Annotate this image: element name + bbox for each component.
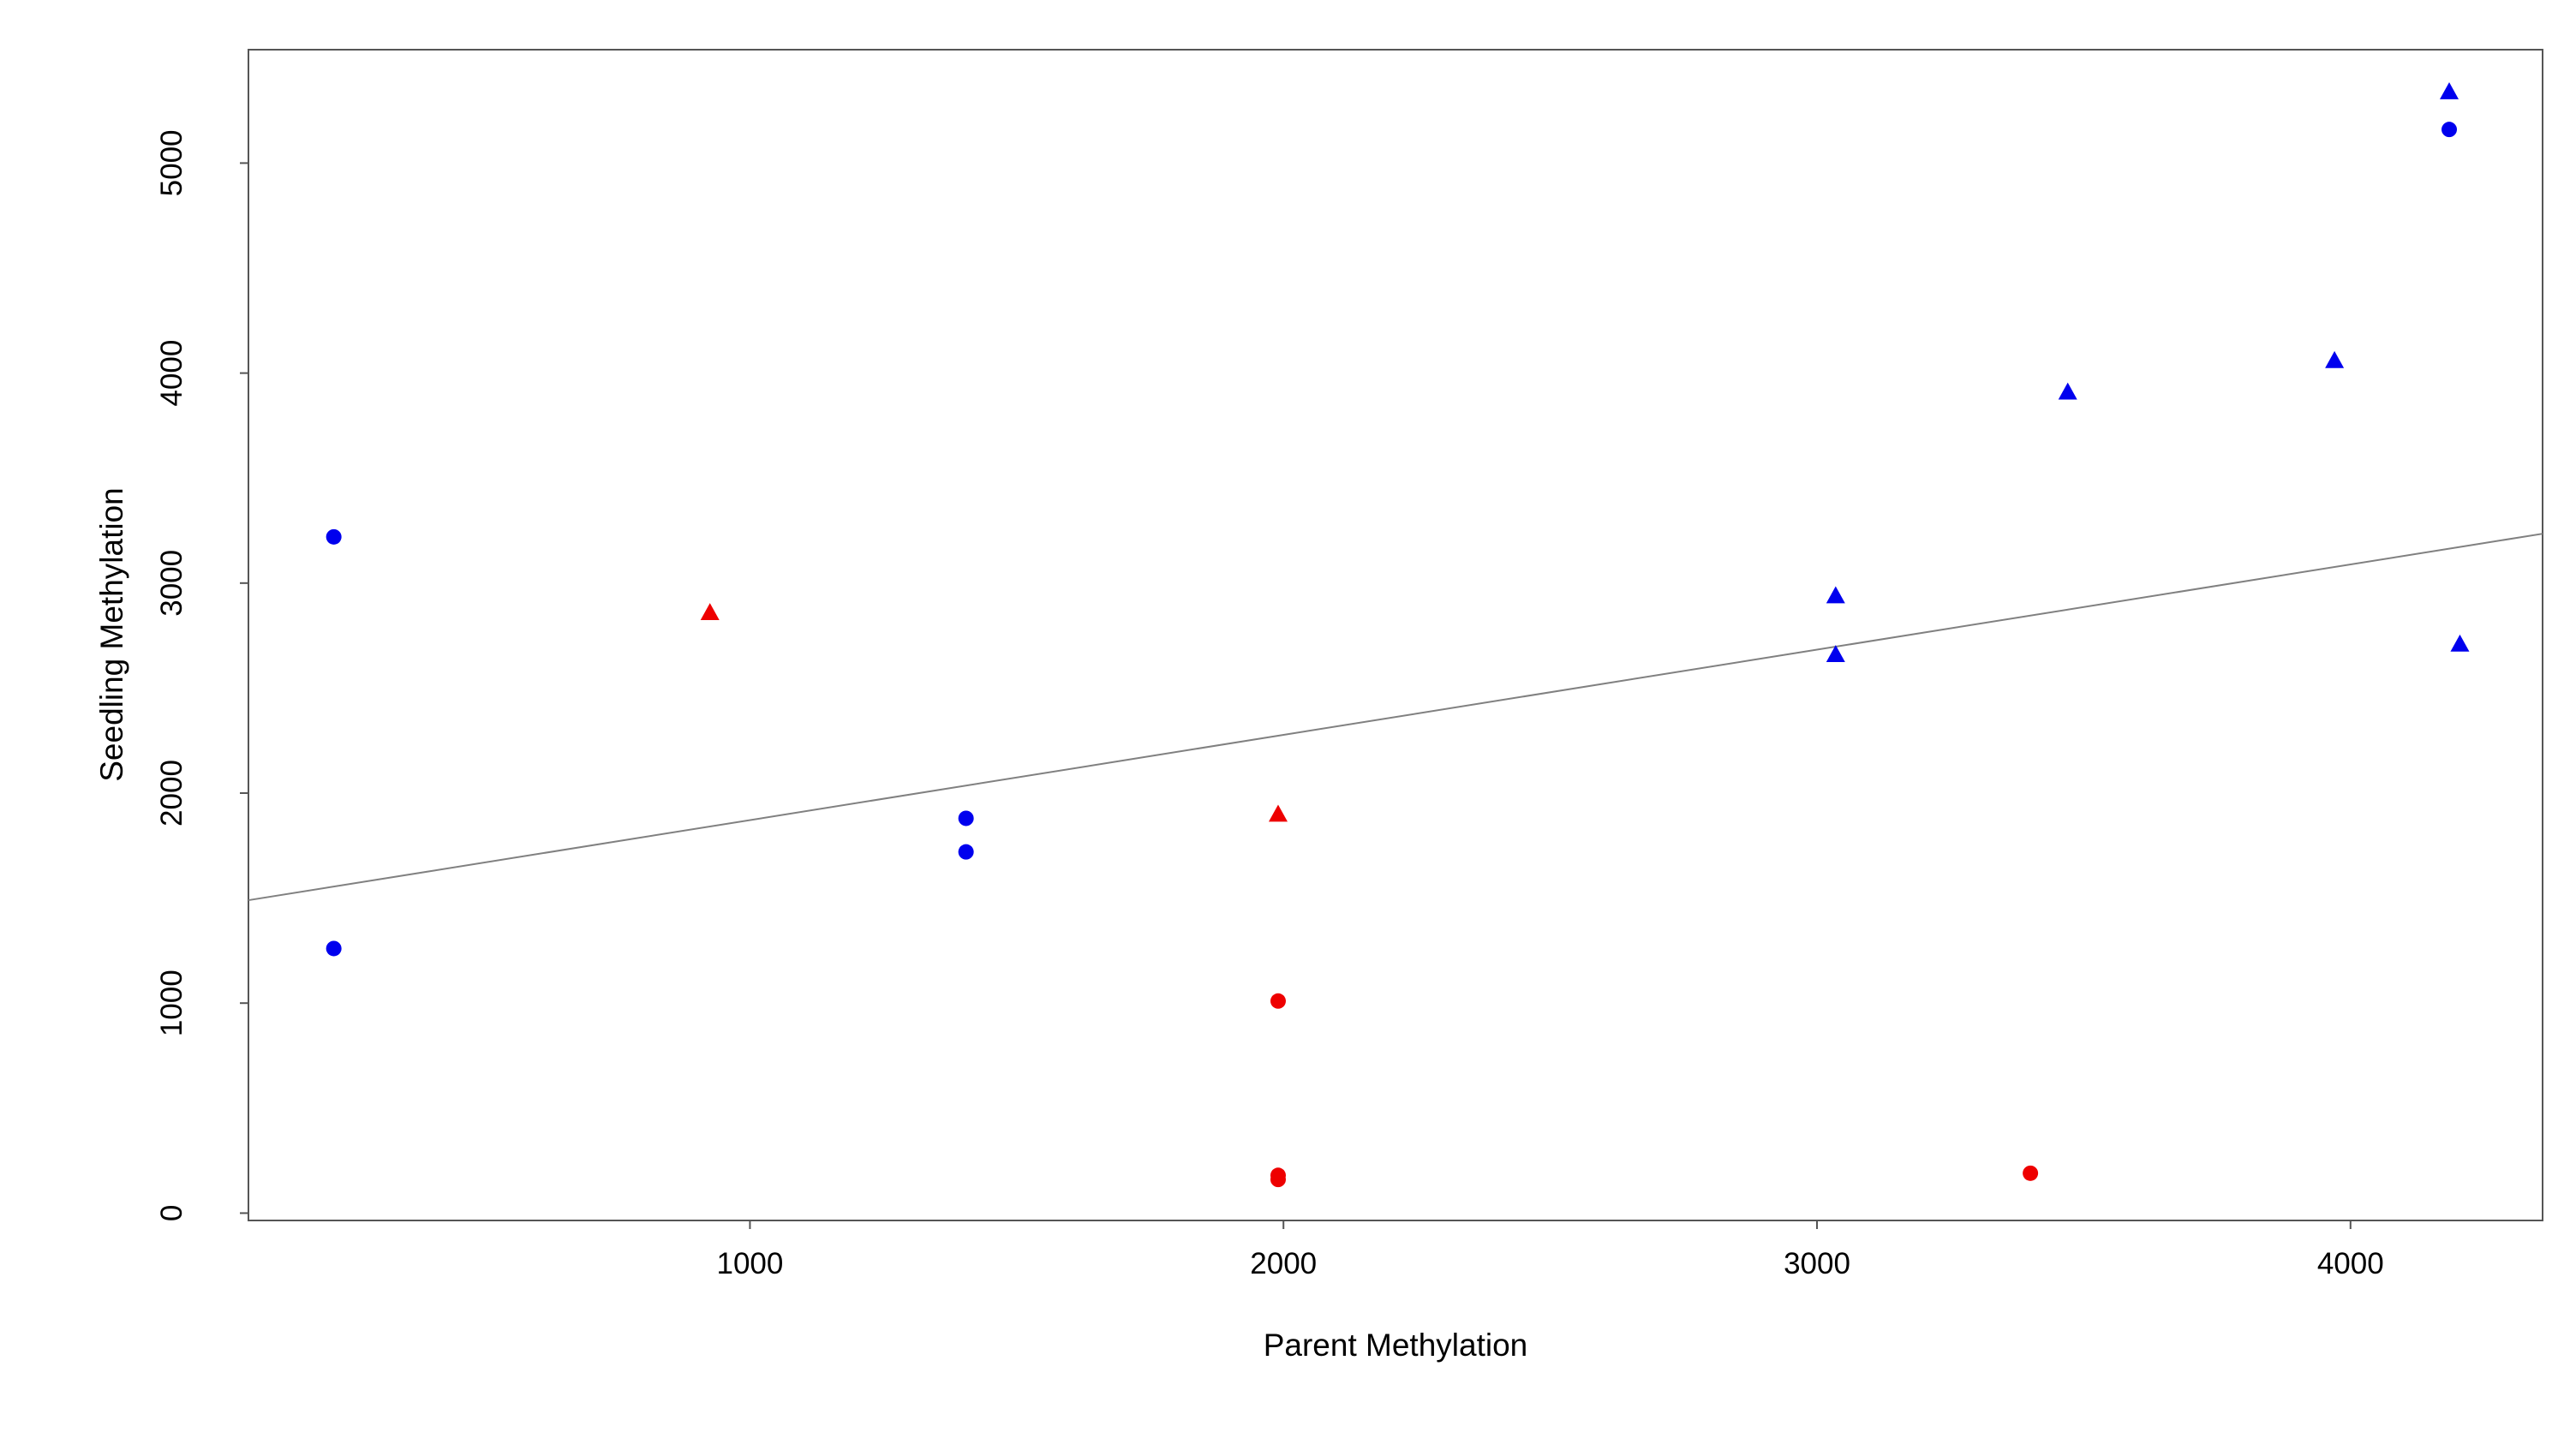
y-tick-label: 0 — [155, 1205, 188, 1221]
data-points — [326, 82, 2470, 1188]
data-point-triangle-1-2 — [2058, 382, 2077, 400]
x-tick-label: 1000 — [716, 1247, 783, 1280]
data-point-circle-2-2 — [1270, 1172, 1286, 1188]
y-axis: 0 1000 2000 3000 4000 5000 — [155, 129, 248, 1221]
x-tick-label: 2000 — [1250, 1247, 1317, 1280]
data-point-circle-2-3 — [2023, 1165, 2039, 1181]
y-tick-label: 1000 — [155, 970, 188, 1036]
data-point-circle-0-1 — [326, 940, 342, 957]
x-axis-title: Parent Methylation — [1264, 1328, 1528, 1363]
y-tick-label: 2000 — [155, 760, 188, 826]
data-point-circle-0-3 — [958, 844, 974, 860]
x-tick-label: 3000 — [1784, 1247, 1850, 1280]
y-tick-label: 5000 — [155, 129, 188, 196]
y-tick-label: 4000 — [155, 340, 188, 407]
data-point-triangle-1-0 — [1826, 586, 1845, 604]
data-point-circle-0-0 — [326, 528, 342, 545]
y-tick-label: 3000 — [155, 550, 188, 617]
regression-line — [248, 533, 2543, 902]
data-point-triangle-1-3 — [2325, 350, 2345, 368]
data-point-triangle-1-1 — [1826, 645, 1845, 662]
data-point-triangle-1-5 — [2450, 634, 2470, 652]
data-point-triangle-3-1 — [1268, 804, 1288, 822]
y-axis-title: Seedling Methylation — [94, 487, 129, 782]
plot-frame — [248, 49, 2543, 1221]
data-point-circle-2-0 — [1270, 993, 1286, 1009]
data-point-triangle-1-4 — [2440, 82, 2459, 99]
x-axis: 1000 2000 3000 4000 — [716, 1220, 2384, 1280]
data-point-circle-0-2 — [958, 810, 974, 826]
data-point-triangle-3-0 — [700, 603, 720, 620]
data-point-circle-0-4 — [2442, 122, 2458, 138]
x-tick-label: 4000 — [2317, 1247, 2384, 1280]
